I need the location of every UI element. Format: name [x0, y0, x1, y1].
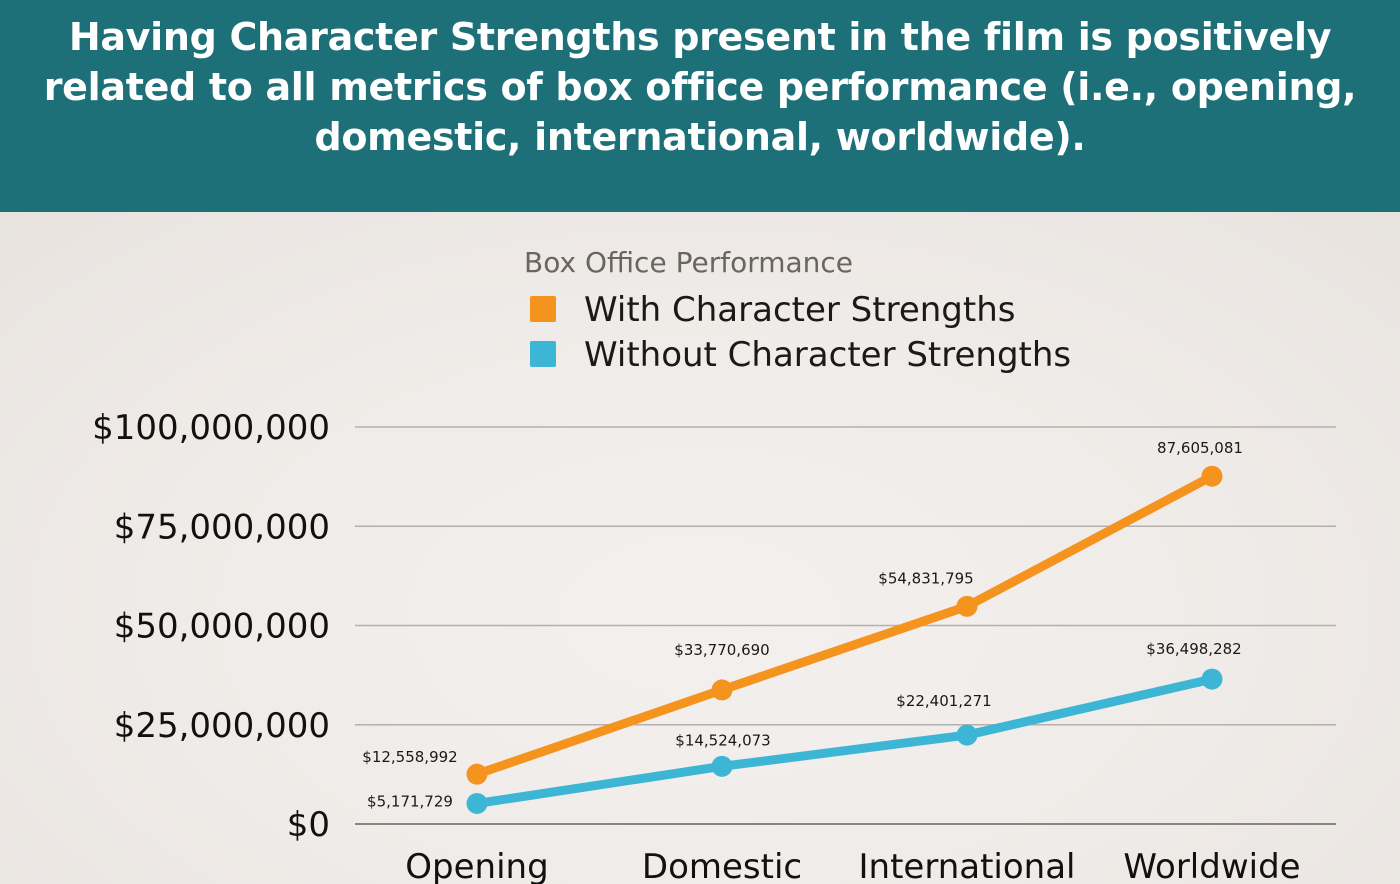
- data-point: [956, 595, 978, 617]
- data-label: 87,605,081: [1157, 439, 1243, 457]
- x-tick-label: Worldwide: [1123, 847, 1300, 884]
- gridlines: [355, 426, 1336, 825]
- data-point: [711, 755, 733, 777]
- legend: With Character Strengths Without Charact…: [530, 290, 1071, 375]
- x-tick-label: Domestic: [642, 847, 802, 884]
- data-label: $33,770,690: [674, 641, 769, 659]
- x-axis: Opening Domestic International Worldwide: [405, 847, 1300, 884]
- legend-swatch-without: [530, 341, 556, 367]
- series-layer: [466, 465, 1223, 814]
- data-point: [466, 792, 488, 814]
- y-tick-label: $50,000,000: [114, 607, 330, 647]
- legend-label-with: With Character Strengths: [584, 290, 1015, 330]
- y-tick-label: $25,000,000: [114, 706, 330, 746]
- data-label: $54,831,795: [878, 569, 973, 587]
- data-label: $36,498,282: [1146, 640, 1241, 658]
- chart-title: Box Office Performance: [524, 246, 853, 279]
- series-line-without: [472, 674, 1217, 808]
- x-tick-label: Opening: [405, 847, 548, 884]
- data-point: [956, 724, 978, 746]
- y-tick-label: $75,000,000: [114, 507, 330, 547]
- data-label: $22,401,271: [896, 692, 991, 710]
- header-banner: Having Character Strengths present in th…: [0, 0, 1400, 212]
- y-tick-label: $100,000,000: [92, 408, 330, 448]
- data-point: [1201, 465, 1223, 487]
- headline: Having Character Strengths present in th…: [43, 15, 1357, 159]
- data-label: $12,558,992: [362, 748, 457, 766]
- series-line-with: [472, 471, 1217, 779]
- data-point: [711, 679, 733, 701]
- data-label: $5,171,729: [367, 792, 453, 810]
- y-tick-label: $0: [287, 805, 330, 845]
- y-axis: $0 $25,000,000 $50,000,000 $75,000,000 $100,…: [92, 408, 330, 845]
- legend-label-without: Without Character Strengths: [584, 335, 1071, 375]
- x-tick-label: International: [859, 847, 1076, 884]
- data-point: [466, 763, 488, 785]
- data-point: [1201, 668, 1223, 690]
- legend-swatch-with: [530, 296, 556, 322]
- data-label: $14,524,073: [675, 731, 770, 749]
- data-labels: $12,558,992 $33,770,690 $54,831,795 87,605,…: [362, 439, 1243, 810]
